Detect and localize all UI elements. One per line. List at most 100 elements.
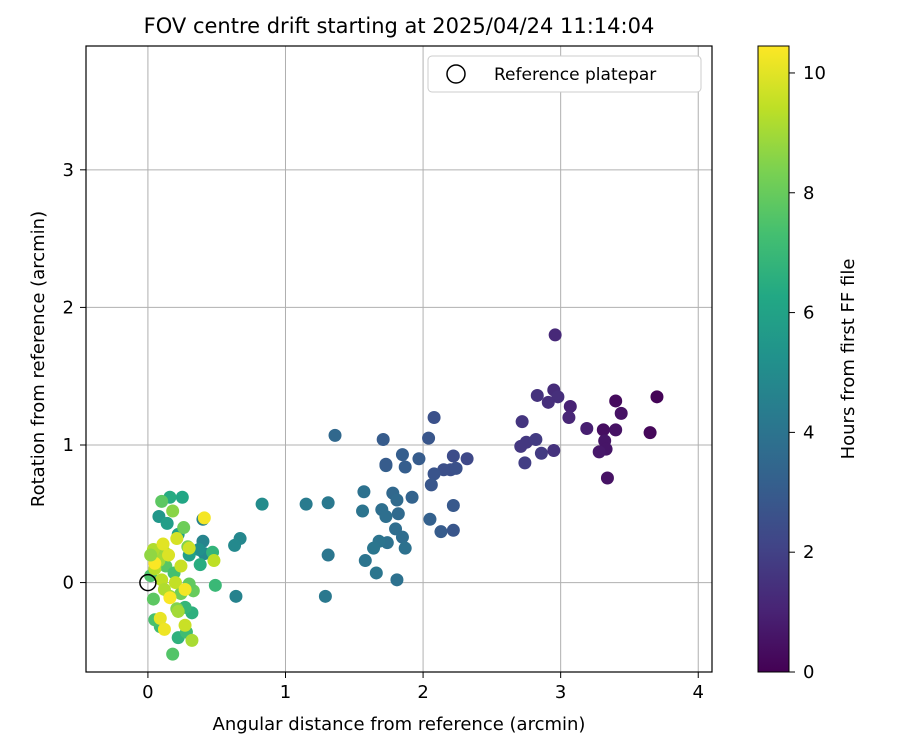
data-point bbox=[446, 499, 460, 513]
data-point bbox=[449, 461, 463, 475]
data-point bbox=[423, 512, 437, 526]
data-point bbox=[395, 530, 409, 544]
data-point bbox=[177, 521, 191, 535]
data-point bbox=[609, 394, 623, 408]
data-point bbox=[171, 604, 185, 618]
data-point bbox=[369, 566, 383, 580]
colorbar-tick-label: 0 bbox=[803, 662, 814, 683]
colorbar-tick-label: 4 bbox=[803, 422, 814, 443]
data-point bbox=[548, 328, 562, 342]
data-point bbox=[357, 485, 371, 499]
data-point bbox=[299, 497, 313, 511]
data-point bbox=[367, 541, 381, 555]
data-point bbox=[412, 452, 426, 466]
data-point bbox=[390, 493, 404, 507]
data-point bbox=[460, 452, 474, 466]
data-point bbox=[185, 633, 199, 647]
y-axis-label: Rotation from reference (arcmin) bbox=[28, 211, 49, 507]
data-point bbox=[144, 548, 158, 562]
data-point bbox=[514, 439, 528, 453]
data-point bbox=[600, 471, 614, 485]
data-point bbox=[541, 395, 555, 409]
data-point bbox=[551, 390, 565, 404]
x-tick-label: 4 bbox=[693, 682, 704, 703]
data-point bbox=[424, 478, 438, 492]
data-point bbox=[228, 538, 242, 552]
data-point bbox=[356, 504, 370, 518]
data-point bbox=[643, 426, 657, 440]
data-point bbox=[318, 589, 332, 603]
chart-title: FOV centre drift starting at 2025/04/24 … bbox=[144, 14, 655, 38]
data-point bbox=[562, 410, 576, 424]
data-point bbox=[162, 548, 176, 562]
data-point bbox=[153, 611, 167, 625]
y-tick-label: 2 bbox=[63, 297, 74, 318]
colorbar-tick-label: 10 bbox=[803, 63, 826, 84]
colorbar-tick-label: 6 bbox=[803, 303, 814, 324]
data-point bbox=[163, 591, 177, 605]
data-point bbox=[422, 431, 436, 445]
data-point bbox=[614, 406, 628, 420]
data-point bbox=[563, 399, 577, 413]
data-point bbox=[427, 467, 441, 481]
legend-reference-marker bbox=[446, 64, 466, 84]
x-tick-label: 3 bbox=[555, 682, 566, 703]
data-point bbox=[596, 423, 610, 437]
data-point bbox=[592, 445, 606, 459]
data-point bbox=[160, 516, 174, 530]
y-axis-ticks: 0 1 2 3 bbox=[63, 160, 86, 594]
data-point bbox=[379, 457, 393, 471]
data-point bbox=[229, 589, 243, 603]
data-point bbox=[650, 390, 664, 404]
colorbar-ticks: 0 2 4 6 8 10 bbox=[789, 63, 826, 683]
data-point bbox=[376, 432, 390, 446]
data-point bbox=[358, 554, 372, 568]
data-point bbox=[390, 573, 404, 587]
data-point bbox=[155, 494, 169, 508]
data-point bbox=[192, 543, 206, 557]
data-point bbox=[328, 428, 342, 442]
y-tick-label: 0 bbox=[63, 573, 74, 594]
data-point bbox=[534, 446, 548, 460]
colorbar: 0 2 4 6 8 10 Hours from first FF file bbox=[757, 45, 859, 683]
data-point bbox=[395, 448, 409, 462]
data-point bbox=[321, 548, 335, 562]
legend-entry-reference-platepar: Reference platepar bbox=[494, 65, 656, 85]
data-point bbox=[166, 504, 180, 518]
x-axis-ticks: 0 1 2 3 4 bbox=[142, 672, 704, 703]
data-point bbox=[157, 622, 171, 636]
data-point bbox=[168, 576, 182, 590]
data-point bbox=[518, 456, 532, 470]
data-point bbox=[398, 460, 412, 474]
y-tick-label: 3 bbox=[63, 160, 74, 181]
data-point bbox=[255, 497, 269, 511]
reference-platepar-marker bbox=[139, 573, 157, 592]
data-point bbox=[156, 537, 170, 551]
data-point bbox=[398, 541, 412, 555]
data-point bbox=[175, 490, 189, 504]
data-point bbox=[446, 449, 460, 463]
x-tick-label: 1 bbox=[280, 682, 291, 703]
legend: Reference platepar bbox=[427, 55, 702, 93]
data-point bbox=[434, 525, 448, 539]
data-point bbox=[208, 578, 222, 592]
data-point bbox=[391, 507, 405, 521]
data-point bbox=[178, 582, 192, 596]
data-point bbox=[530, 388, 544, 402]
legend-box bbox=[427, 55, 702, 93]
data-point bbox=[580, 421, 594, 435]
data-point bbox=[321, 496, 335, 510]
data-point bbox=[609, 423, 623, 437]
x-tick-label: 0 bbox=[142, 682, 153, 703]
x-axis-label: Angular distance from reference (arcmin) bbox=[213, 714, 586, 735]
colorbar-label: Hours from first FF file bbox=[838, 259, 859, 460]
data-point bbox=[547, 443, 561, 457]
data-point bbox=[146, 592, 160, 606]
data-point bbox=[515, 415, 529, 429]
data-points bbox=[144, 328, 664, 661]
data-point bbox=[166, 647, 180, 661]
colorbar-tick-label: 8 bbox=[803, 183, 814, 204]
data-point bbox=[174, 559, 188, 573]
data-point bbox=[193, 558, 207, 572]
